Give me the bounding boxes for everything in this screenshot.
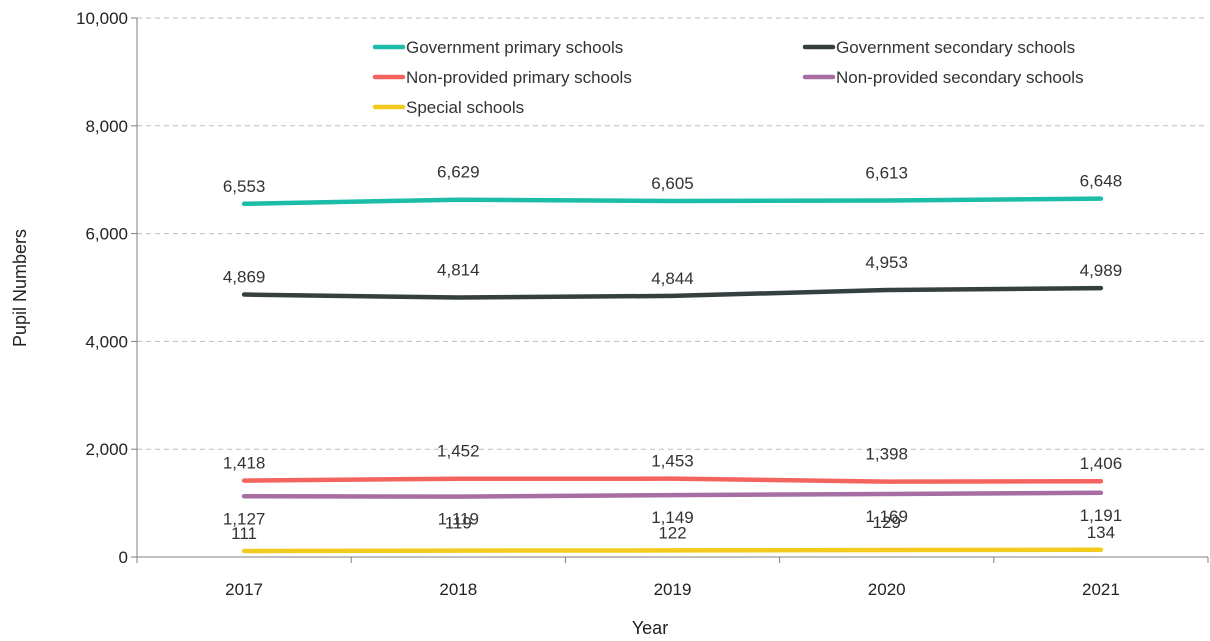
x-tick-label: 2020: [868, 580, 906, 599]
x-axis-title: Year: [632, 618, 668, 638]
data-label: 6,629: [437, 163, 480, 182]
gridlines: [137, 17, 1208, 450]
data-label: 129: [873, 513, 901, 532]
data-label: 1,406: [1080, 454, 1123, 473]
data-label: 6,553: [223, 177, 266, 196]
x-tick-label: 2018: [439, 580, 477, 599]
legend-label: Non-provided primary schools: [406, 68, 632, 87]
legend-label: Non-provided secondary schools: [836, 68, 1084, 87]
series-line: [241, 476, 1104, 484]
data-label: 111: [231, 524, 257, 543]
data-label: 1,398: [865, 445, 908, 464]
x-tick-label: 2021: [1082, 580, 1120, 599]
data-label: 134: [1087, 523, 1115, 542]
data-label: 122: [658, 523, 686, 542]
axes: [136, 18, 1208, 558]
data-label: 4,814: [437, 261, 480, 280]
data-label: 4,989: [1080, 261, 1123, 280]
series-line: [241, 196, 1104, 207]
y-axis-title: Pupil Numbers: [10, 229, 30, 347]
y-tick-label: 8,000: [85, 117, 128, 136]
data-label: 6,648: [1080, 172, 1123, 191]
data-label: 1,119: [438, 510, 479, 529]
data-label: 4,844: [651, 269, 694, 288]
data-label: 4,869: [223, 268, 266, 287]
x-axis-ticks: 2017 2018 2019 2020 2021: [136, 557, 1209, 599]
legend-label: Special schools: [406, 98, 524, 117]
data-label: 1,453: [651, 452, 694, 471]
y-tick-label: 6,000: [85, 225, 128, 244]
data-label: 6,605: [651, 174, 694, 193]
data-label: 6,613: [865, 164, 908, 183]
legend-label: Government secondary schools: [836, 38, 1075, 57]
legend: Government primary schools Government sec…: [372, 38, 1084, 117]
data-label: 1,191: [1080, 506, 1123, 525]
series-line: [241, 547, 1104, 554]
y-tick-label: 0: [119, 548, 128, 567]
x-tick-label: 2017: [225, 580, 263, 599]
data-label: 1,418: [223, 454, 266, 473]
y-tick-label: 2,000: [85, 440, 128, 459]
y-tick-label: 10,000: [76, 9, 128, 28]
data-label: 1,127: [223, 509, 266, 528]
data-labels: 6,553 6,629 6,605 6,613 6,648 4,869 4,814 4,844…: [223, 163, 1122, 543]
legend-label: Government primary schools: [406, 38, 623, 57]
series-line: [241, 285, 1104, 300]
data-label: 1,169: [865, 507, 908, 526]
data-label: 119: [445, 514, 472, 533]
data-label: 4,953: [865, 253, 908, 272]
y-tick-label: 4,000: [85, 332, 128, 351]
y-axis-ticks: 0 2,000 4,000 6,000 8,000 10,000: [76, 9, 137, 567]
data-label: 1,149: [651, 508, 694, 527]
x-tick-label: 2019: [654, 580, 692, 599]
series-lines: [241, 196, 1104, 554]
series-line: [241, 490, 1104, 499]
data-label: 1,452: [437, 442, 480, 461]
